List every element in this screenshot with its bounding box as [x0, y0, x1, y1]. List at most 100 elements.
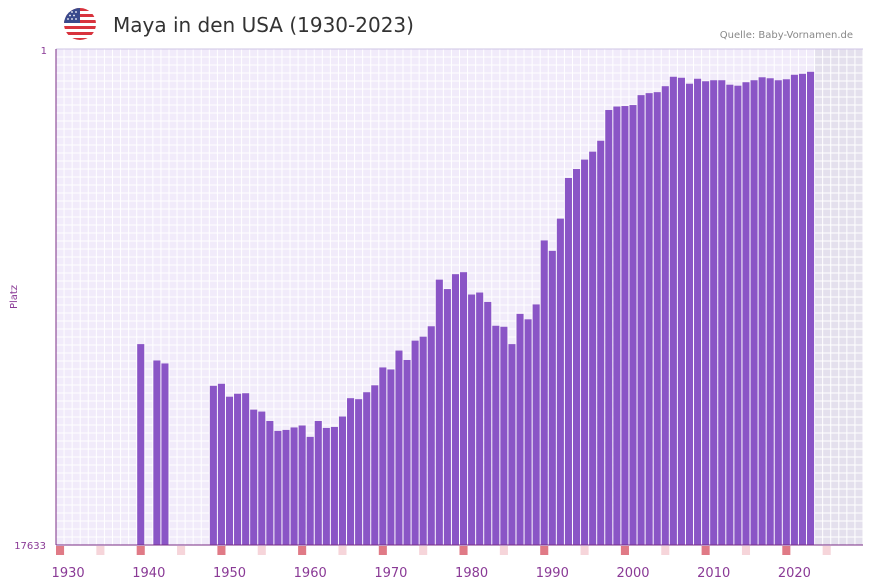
bar-1981 [476, 292, 484, 545]
year-markers [56, 546, 831, 555]
bar-1951 [234, 393, 242, 545]
bar-1955 [266, 421, 274, 545]
bar-1960 [306, 436, 314, 545]
bar-1973 [411, 340, 419, 545]
bar-1987 [524, 319, 532, 545]
bars [137, 71, 815, 546]
year-marker-1934 [96, 546, 105, 555]
bar-1992 [564, 177, 572, 545]
bar-1964 [338, 416, 347, 545]
bar-1999 [621, 106, 629, 545]
grid [55, 49, 864, 545]
bar-2006 [677, 77, 685, 545]
x-tick-label-2010: 2010 [697, 566, 730, 581]
bar-1993 [572, 169, 581, 546]
decade-marker-1999 [620, 546, 629, 555]
usa-flag-icon [64, 8, 96, 40]
year-marker-2014 [741, 546, 751, 555]
bar-2012 [726, 84, 734, 545]
bar-1959 [298, 425, 306, 545]
bar-2005 [669, 76, 677, 545]
bar-1970 [387, 369, 395, 545]
decade-marker-1949 [217, 546, 226, 555]
bar-1985 [508, 344, 516, 545]
chart-title: Maya in den USA (1930-2023) [113, 13, 414, 37]
bar-1971 [395, 350, 403, 545]
bar-2001 [637, 95, 645, 546]
x-tick-labels: 1930 1940 1950 1960 1970 1980 1990 2000 2010 2020 [52, 566, 811, 581]
x-tick-label-1940: 1940 [132, 566, 165, 581]
bar-1942 [161, 363, 169, 545]
bar-2002 [645, 93, 653, 546]
bar-1991 [556, 218, 564, 545]
x-tick-label-1950: 1950 [213, 566, 246, 581]
bar-1998 [613, 106, 621, 545]
y-axis-label: Platz [9, 285, 20, 309]
bar-2009 [702, 81, 710, 546]
bar-1953 [250, 409, 258, 545]
decade-marker-1979 [459, 546, 468, 555]
bar-1962 [322, 427, 330, 545]
bar-1952 [242, 393, 250, 545]
bar-2015 [750, 80, 758, 546]
bar-1948 [209, 385, 217, 545]
bar-2014 [742, 82, 750, 546]
bar-1977 [443, 289, 451, 545]
bar-1974 [419, 336, 427, 545]
bar-1972 [403, 359, 411, 545]
bar-2018 [774, 80, 782, 546]
decade-marker-1939 [136, 546, 145, 555]
decade-marker-1969 [378, 546, 387, 555]
year-marker-1994 [580, 546, 589, 555]
bar-2013 [734, 85, 742, 545]
year-marker-1964 [338, 546, 347, 555]
x-tick-label-1930: 1930 [52, 566, 85, 581]
x-tick-label-1970: 1970 [374, 566, 407, 581]
bar-1997 [605, 110, 613, 546]
bar-1966 [355, 399, 363, 545]
bar-1989 [540, 240, 548, 545]
year-marker-2024 [822, 546, 831, 555]
bar-2007 [685, 83, 694, 545]
bar-2019 [782, 79, 790, 546]
year-marker-1974 [419, 546, 428, 555]
decade-marker-1959 [298, 546, 307, 555]
source-credit: Quelle: Baby-Vornamen.de [719, 30, 853, 41]
bar-2016 [758, 77, 766, 545]
bar-1949 [217, 383, 225, 545]
bar-2010 [710, 80, 718, 546]
decade-marker-2019 [782, 546, 791, 555]
bar-1980 [468, 294, 476, 545]
x-tick-label-1990: 1990 [536, 566, 569, 581]
bar-2020 [790, 74, 798, 546]
bar-1983 [492, 325, 500, 545]
bar-1941 [153, 360, 161, 545]
bar-1978 [451, 274, 459, 545]
bar-1976 [435, 279, 443, 545]
bar-1965 [347, 398, 355, 545]
y-top-label: 1 [41, 46, 47, 57]
bar-1957 [282, 429, 290, 545]
bar-1990 [548, 250, 556, 545]
bar-1969 [379, 367, 387, 545]
decade-marker-1989 [540, 546, 549, 555]
bar-1961 [314, 421, 322, 545]
bar-1954 [258, 411, 266, 545]
bar-1984 [500, 326, 508, 545]
bar-1988 [532, 304, 540, 545]
decade-marker-2009 [701, 546, 710, 555]
bar-2008 [694, 78, 702, 545]
bar-2011 [718, 80, 726, 546]
x-tick-label-1960: 1960 [294, 566, 327, 581]
x-tick-label-2020: 2020 [778, 566, 811, 581]
bar-1979 [460, 272, 468, 545]
decade-marker-1929 [56, 546, 65, 555]
bar-2000 [629, 105, 637, 545]
bar-1996 [597, 140, 605, 545]
bar-1956 [274, 430, 282, 545]
bar-2004 [661, 86, 669, 545]
bar-1982 [484, 301, 492, 545]
bar-1950 [225, 396, 234, 545]
year-marker-1984 [499, 546, 508, 555]
